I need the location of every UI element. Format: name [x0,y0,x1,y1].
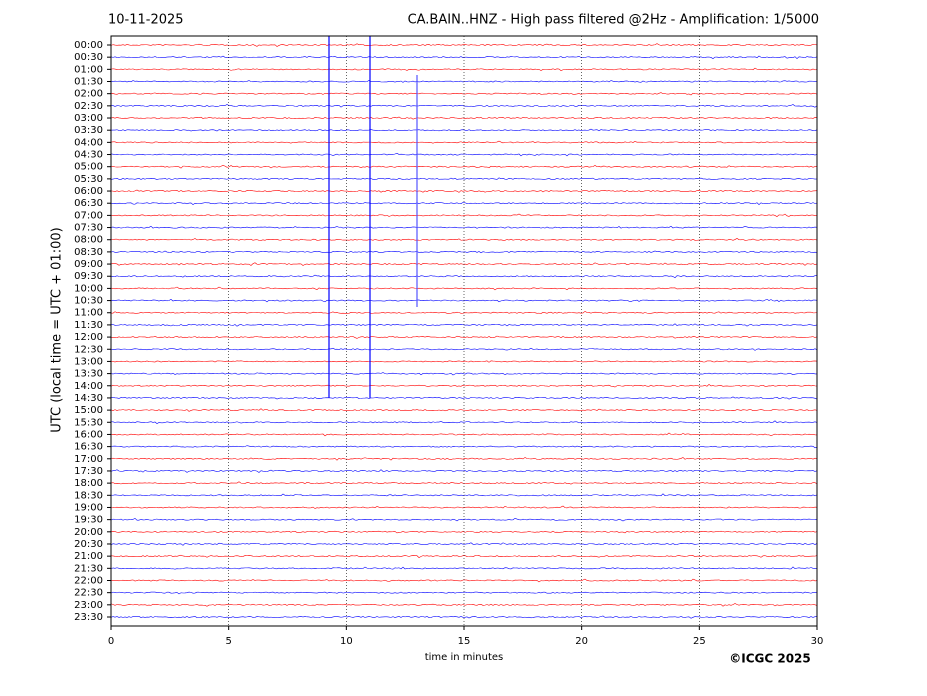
y-tick-label: 22:00 [74,575,103,586]
y-tick-label: 15:00 [74,405,103,416]
y-tick-label: 03:00 [74,113,103,124]
y-tick-label: 15:30 [74,417,103,428]
y-tick-label: 03:30 [74,125,103,136]
y-tick-label: 11:00 [74,308,103,319]
date: 10-11-2025 [108,13,184,28]
y-tick-label: 02:00 [74,89,103,100]
credit: ©ICGC 2025 [729,652,811,666]
y-tick-label: 11:30 [74,320,103,331]
trace [110,420,818,424]
y-axis-label: UTC (local time = UTC + 01:00) [50,227,65,432]
y-tick-label: 08:00 [74,235,103,246]
y-tick-label: 17:00 [74,454,103,465]
y-tick-label: 01:30 [74,77,103,88]
trace [110,189,818,193]
trace [110,408,818,412]
x-tick-label: 30 [811,636,824,647]
trace [110,347,818,351]
y-tick-label: 05:30 [74,174,103,185]
trace [110,591,818,595]
trace [110,384,818,388]
y-tick-label: 18:30 [74,490,103,501]
y-tick-label: 20:00 [74,527,103,538]
y-tick-label: 16:30 [74,442,103,453]
trace [110,615,818,619]
y-tick-label: 04:30 [74,150,103,161]
y-tick-label: 09:30 [74,271,103,282]
trace [110,372,818,376]
plot [110,36,818,626]
y-tick-label: 02:30 [74,101,103,112]
events [328,36,418,398]
y-tick-label: 10:00 [74,283,103,294]
y-tick-label: 09:00 [74,259,103,270]
trace [110,603,818,607]
y-tick-label: 21:00 [74,551,103,562]
y-tick-label: 21:30 [74,563,103,574]
x-axis-label: time in minutes [425,652,504,663]
y-tick-label: 18:00 [74,478,103,489]
chart-title: CA.BAIN..HNZ - High pass filtered @2Hz -… [408,13,819,28]
y-tick-label: 22:30 [74,588,103,599]
y-tick-label: 08:30 [74,247,103,258]
trace [110,213,818,217]
y-tick-label: 13:00 [74,356,103,367]
y-tick-label: 01:00 [74,64,103,75]
x-tick-label: 20 [575,636,588,647]
x-tick-label: 15 [458,636,471,647]
trace [110,469,818,473]
y-tick-label: 23:00 [74,600,103,611]
y-tick-label: 12:30 [74,344,103,355]
trace [110,457,818,461]
y-tick-label: 04:00 [74,137,103,148]
y-tick-label: 12:00 [74,332,103,343]
y-tick-label: 05:00 [74,162,103,173]
y-tick-label: 23:30 [74,612,103,623]
trace [110,250,818,254]
y-tick-label: 14:00 [74,381,103,392]
trace [110,202,818,205]
trace [110,164,818,169]
y-tick-label: 07:30 [74,223,103,234]
x-tick-label: 0 [108,636,114,647]
trace [110,360,818,363]
x-tick-label: 5 [225,636,231,647]
trace [110,566,818,570]
trace [110,116,818,120]
trace [110,432,818,437]
y-tick-label: 06:30 [74,198,103,209]
x-tick-label: 25 [693,636,706,647]
y-tick-label: 19:00 [74,502,103,513]
y-tick-label: 00:30 [74,52,103,63]
y-tick-label: 10:30 [74,296,103,307]
y-tick-label: 07:00 [74,210,103,221]
y-tick-label: 00:00 [74,40,103,51]
y-tick-label: 06:00 [74,186,103,197]
trace [110,153,818,157]
y-tick-label: 17:30 [74,466,103,477]
trace [110,140,818,144]
y-tick-label: 13:30 [74,369,103,380]
trace [110,396,818,400]
y-tick-label: 19:30 [74,515,103,526]
y-tick-label: 14:30 [74,393,103,404]
trace [110,177,818,180]
trace [110,225,818,229]
y-tick-label: 16:00 [74,429,103,440]
y-tick-label: 20:30 [74,539,103,550]
x-tick-label: 10 [340,636,353,647]
